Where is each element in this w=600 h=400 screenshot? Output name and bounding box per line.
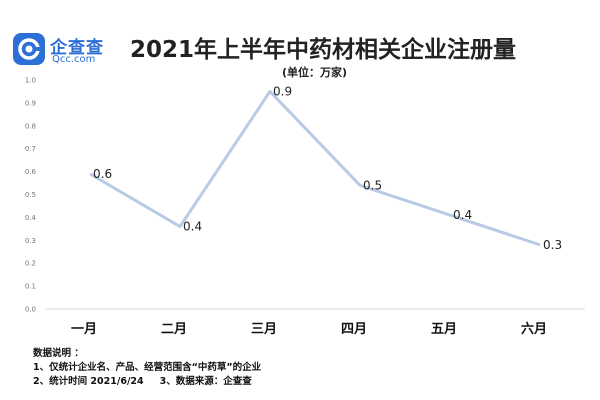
data-label: 0.4: [453, 208, 472, 222]
y-tick-label: 0.3: [25, 237, 36, 245]
brand-domain: Qcc.com: [52, 54, 96, 65]
y-tick-label: 0.9: [25, 99, 36, 107]
chart-unit: (单位：万家): [282, 66, 348, 79]
brand-logo: 企查查 Qcc.com: [12, 30, 132, 70]
data-notes: 数据说明 ： 1、仅统计企业名、产品、经营范围含“中药草”的企业 2、统计时间 …: [33, 347, 261, 389]
x-tick-label: 五月: [431, 322, 457, 337]
x-tick-label: 一月: [71, 322, 97, 337]
y-tick-label: 0.5: [25, 191, 36, 199]
brand-name: 企查查: [50, 38, 104, 58]
x-axis-labels: 一月 二月 三月 四月 五月 六月: [71, 321, 547, 337]
y-tick-label: 0.7: [25, 145, 36, 153]
y-tick-label: 0.4: [25, 214, 37, 222]
notes-line-1: 1、仅统计企业名、产品、经营范围含“中药草”的企业: [33, 362, 262, 373]
y-tick-label: 1.0: [25, 77, 36, 85]
y-tick-label: 0.8: [25, 122, 36, 130]
y-tick-label: 0.2: [25, 260, 36, 268]
x-tick-label: 二月: [161, 322, 187, 337]
series-line: [89, 89, 541, 247]
y-axis-ticks: 0.0 0.1 0.2 0.3 0.4 0.5 0.6 0.7 0.8 0.9 1.0: [25, 77, 37, 314]
notes-date: 2、统计时间 2021/6/24: [33, 376, 144, 387]
notes-source: 3、数据来源：企查查: [159, 376, 252, 387]
data-label: 0.9: [273, 84, 292, 98]
data-label: 0.6: [93, 167, 112, 181]
y-tick-label: 0.1: [25, 283, 36, 291]
data-label: 0.4: [183, 220, 202, 234]
data-labels: 0.6 0.4 0.9 0.5 0.4 0.3: [93, 84, 562, 251]
x-tick-label: 六月: [521, 321, 547, 337]
data-label: 0.5: [363, 178, 382, 192]
notes-heading: 数据说明 ：: [33, 348, 84, 359]
notes-line-2: 2、统计时间 2021/6/24 3、数据来源：企查查: [33, 375, 261, 389]
x-tick-label: 三月: [251, 322, 277, 337]
chart-title: 2021年上半年中药材相关企业注册量: [130, 37, 517, 63]
data-label: 0.3: [543, 238, 562, 252]
x-tick-label: 四月: [341, 322, 367, 337]
y-tick-label: 0.0: [25, 306, 36, 314]
y-tick-label: 0.6: [25, 168, 37, 176]
qcc-logo-icon: [13, 33, 45, 65]
